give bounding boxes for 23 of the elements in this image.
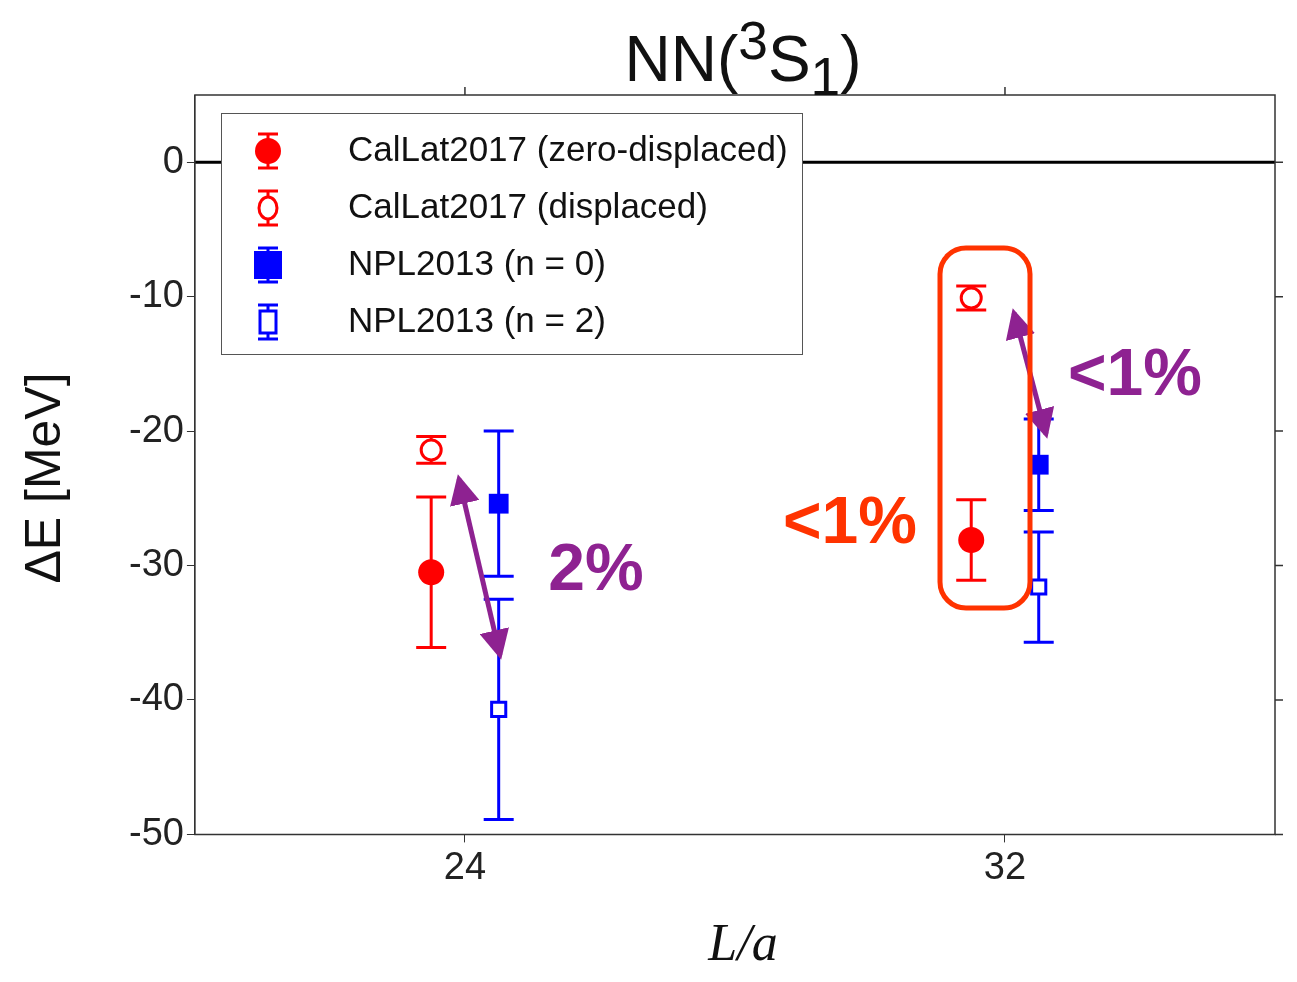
- annotation: 2%: [548, 529, 644, 605]
- point: [958, 526, 985, 553]
- y-tick-label: -50: [129, 810, 184, 853]
- x-axis-title: L/a: [706, 913, 779, 972]
- point: [488, 493, 509, 514]
- x-tick-label: 32: [983, 844, 1027, 887]
- legend-label: NPL2013 (n = 0): [348, 242, 606, 283]
- point: [490, 700, 508, 718]
- legend-label: CalLat2017 (displaced): [348, 185, 708, 226]
- y-tick-label: -20: [129, 407, 184, 450]
- chart-title: NN($^{3}$S$_{1}$): [623, 10, 863, 108]
- annotation: <1%: [783, 482, 917, 558]
- point: [1030, 578, 1048, 596]
- y-axis-title: ΔE [MeV]: [14, 372, 72, 584]
- legend-label: NPL2013 (n = 2): [348, 299, 606, 340]
- y-tick-label: -30: [129, 542, 184, 585]
- x-tick-label: 24: [443, 844, 487, 887]
- point: [418, 559, 445, 586]
- legend-label: CalLat2017 (zero-displaced): [348, 128, 788, 169]
- annotation: <1%: [1068, 334, 1202, 410]
- y-tick-label: -40: [129, 676, 184, 719]
- y-tick-label: -10: [129, 273, 184, 316]
- y-tick-label: 0: [162, 138, 184, 181]
